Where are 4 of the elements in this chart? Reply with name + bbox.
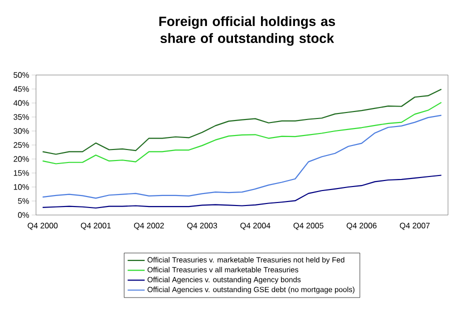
line-series <box>42 88 442 155</box>
chart-title: Foreign official holdings as share of outstanding stock <box>159 16 336 46</box>
line-series <box>42 102 442 164</box>
line-series <box>42 114 442 199</box>
